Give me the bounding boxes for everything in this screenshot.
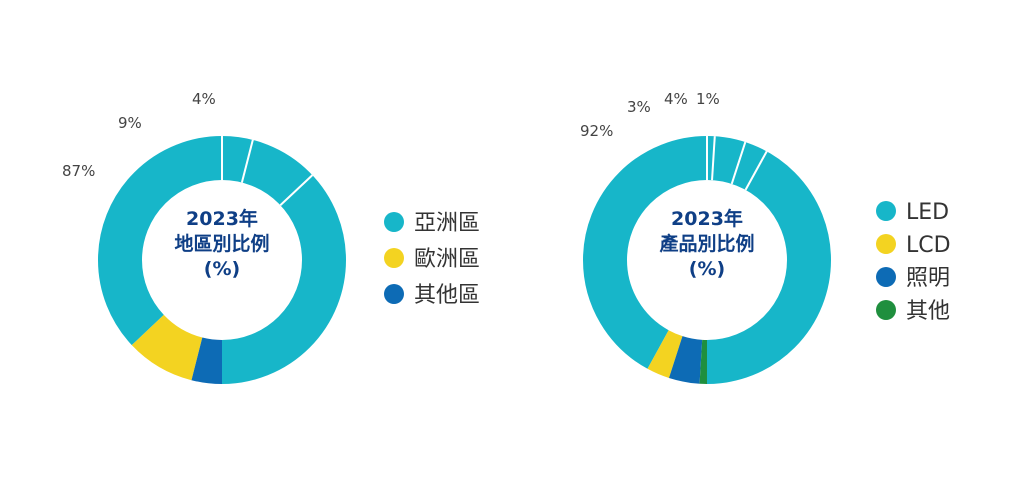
data-label-item-2: 4%: [664, 90, 688, 108]
legend-label-item-2: 其他區: [414, 283, 480, 308]
legend-marker-item-2: [876, 267, 896, 287]
slice-item-2: [98, 136, 346, 384]
slice-separator: [240, 139, 254, 183]
legend-label-led: LED: [906, 200, 949, 225]
chart-center-title-line: 產品別比例: [659, 232, 754, 255]
chart-center-title-line: 地區別比例: [174, 232, 269, 255]
slice-separator: [730, 141, 747, 185]
legend-label-item-3: 其他: [906, 299, 950, 324]
legend-marker-item-1: [384, 248, 404, 268]
legend-label-item-1: 歐洲區: [414, 247, 480, 272]
chart-center-title-line: (%): [689, 258, 725, 280]
data-label-item-2: 4%: [192, 90, 216, 108]
slice-separator: [744, 150, 768, 191]
data-label-led: 92%: [580, 122, 613, 140]
chart-center-title-line: 2023年: [671, 207, 743, 230]
legend-marker-lcd: [876, 234, 896, 254]
data-label-lcd: 3%: [627, 98, 651, 116]
legend-marker-led: [876, 201, 896, 221]
legend-marker-item-0: [384, 212, 404, 232]
legend-label-item-0: 亞洲區: [414, 211, 480, 236]
legend-marker-item-2: [384, 284, 404, 304]
slice-separator: [711, 136, 716, 181]
slice-separator: [279, 174, 314, 206]
chart-center-title-line: 2023年: [186, 207, 258, 230]
data-label-item-3: 1%: [696, 90, 720, 108]
legend-label-lcd: LCD: [906, 233, 951, 258]
legend-label-item-2: 照明: [906, 266, 950, 291]
chart-center-title-line: (%): [204, 258, 240, 280]
data-label-item-0: 87%: [62, 162, 95, 180]
data-label-item-1: 9%: [118, 114, 142, 132]
legend-marker-item-3: [876, 300, 896, 320]
slice-item-3: [583, 136, 831, 384]
